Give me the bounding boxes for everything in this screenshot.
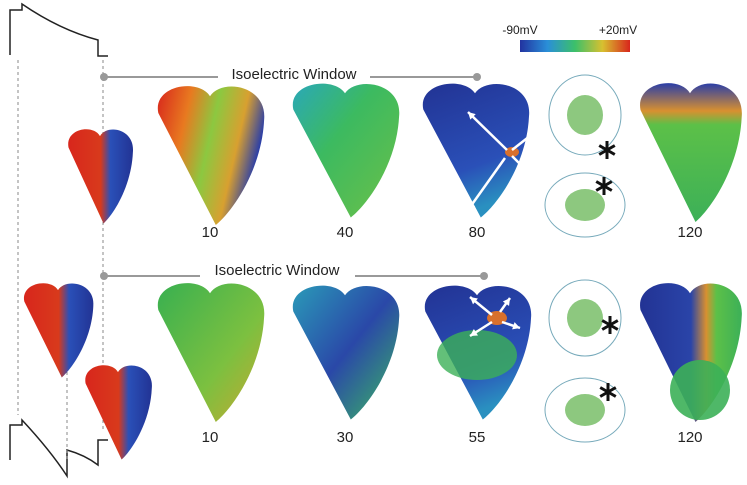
cavity: [565, 189, 605, 221]
colorbar-max: +20mV: [599, 23, 637, 37]
colorbar: [520, 40, 630, 52]
window-label: Isoelectric Window: [214, 262, 339, 279]
time-label: 120: [677, 429, 702, 446]
time-label: 80: [469, 224, 486, 241]
patch: [670, 360, 730, 420]
heart: [158, 86, 264, 225]
window-dot: [100, 73, 108, 81]
patch: [437, 330, 517, 380]
heart-renderings: [24, 75, 742, 460]
heart: [24, 283, 93, 377]
heart: [640, 83, 742, 222]
heart: [68, 129, 133, 223]
heart: [293, 84, 399, 218]
ap-trace: [10, 420, 108, 476]
time-label: 40: [337, 224, 354, 241]
window-label: Isoelectric Window: [231, 66, 356, 83]
ap-trace: [10, 4, 108, 56]
heart: [158, 283, 264, 422]
time-label: 10: [202, 429, 219, 446]
heart: [85, 365, 152, 459]
time-label: 55: [469, 429, 486, 446]
colorbar-min: -90mV: [502, 23, 537, 37]
heart: [293, 286, 399, 420]
window-dot: [480, 272, 488, 280]
cavity: [565, 394, 605, 426]
cavity: [567, 95, 603, 135]
time-label: 10: [202, 224, 219, 241]
figure: -90mV +20mV Isoelectric Window Isoelectr…: [0, 0, 747, 485]
time-label: 120: [677, 224, 702, 241]
window-dot: [473, 73, 481, 81]
time-label: 30: [337, 429, 354, 446]
cavity: [567, 299, 603, 337]
window-dot: [100, 272, 108, 280]
